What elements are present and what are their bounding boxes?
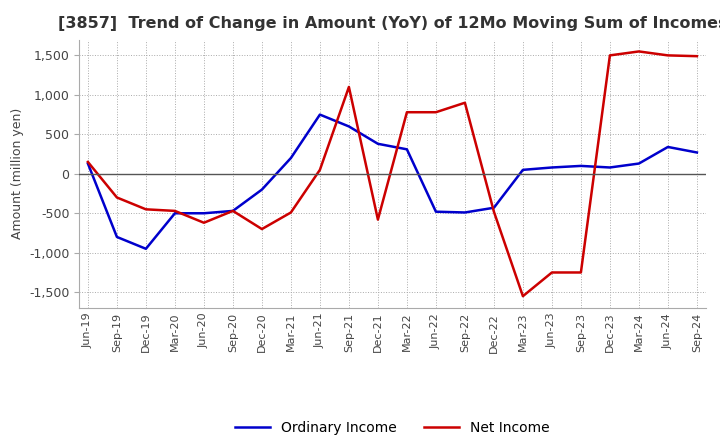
Ordinary Income [490, 205, 498, 210]
Line: Net Income: Net Income [88, 51, 697, 296]
Net Income [693, 54, 701, 59]
Y-axis label: Amount (million yen): Amount (million yen) [11, 108, 24, 239]
Ordinary Income [431, 209, 440, 214]
Net Income [374, 217, 382, 222]
Ordinary Income [315, 112, 324, 117]
Ordinary Income [228, 208, 237, 213]
Net Income [112, 195, 121, 200]
Ordinary Income [606, 165, 614, 170]
Net Income [634, 49, 643, 54]
Ordinary Income [634, 161, 643, 166]
Net Income [402, 110, 411, 115]
Ordinary Income [518, 167, 527, 172]
Ordinary Income [258, 187, 266, 192]
Net Income [84, 159, 92, 165]
Ordinary Income [374, 141, 382, 147]
Ordinary Income [84, 161, 92, 166]
Net Income [228, 208, 237, 213]
Ordinary Income [693, 150, 701, 155]
Title: [3857]  Trend of Change in Amount (YoY) of 12Mo Moving Sum of Incomes: [3857] Trend of Change in Amount (YoY) o… [58, 16, 720, 32]
Net Income [490, 209, 498, 214]
Net Income [171, 208, 179, 213]
Ordinary Income [142, 246, 150, 251]
Net Income [199, 220, 208, 225]
Ordinary Income [577, 163, 585, 169]
Net Income [664, 53, 672, 58]
Ordinary Income [461, 210, 469, 215]
Net Income [461, 100, 469, 106]
Net Income [258, 227, 266, 232]
Net Income [548, 270, 557, 275]
Ordinary Income [171, 211, 179, 216]
Net Income [142, 207, 150, 212]
Ordinary Income [548, 165, 557, 170]
Net Income [606, 53, 614, 58]
Line: Ordinary Income: Ordinary Income [88, 114, 697, 249]
Net Income [345, 84, 354, 90]
Net Income [287, 210, 295, 215]
Net Income [315, 167, 324, 172]
Net Income [518, 293, 527, 299]
Net Income [431, 110, 440, 115]
Ordinary Income [199, 211, 208, 216]
Ordinary Income [664, 144, 672, 150]
Net Income [577, 270, 585, 275]
Ordinary Income [112, 235, 121, 240]
Ordinary Income [287, 155, 295, 161]
Ordinary Income [402, 147, 411, 152]
Ordinary Income [345, 124, 354, 129]
Legend: Ordinary Income, Net Income: Ordinary Income, Net Income [230, 415, 555, 440]
